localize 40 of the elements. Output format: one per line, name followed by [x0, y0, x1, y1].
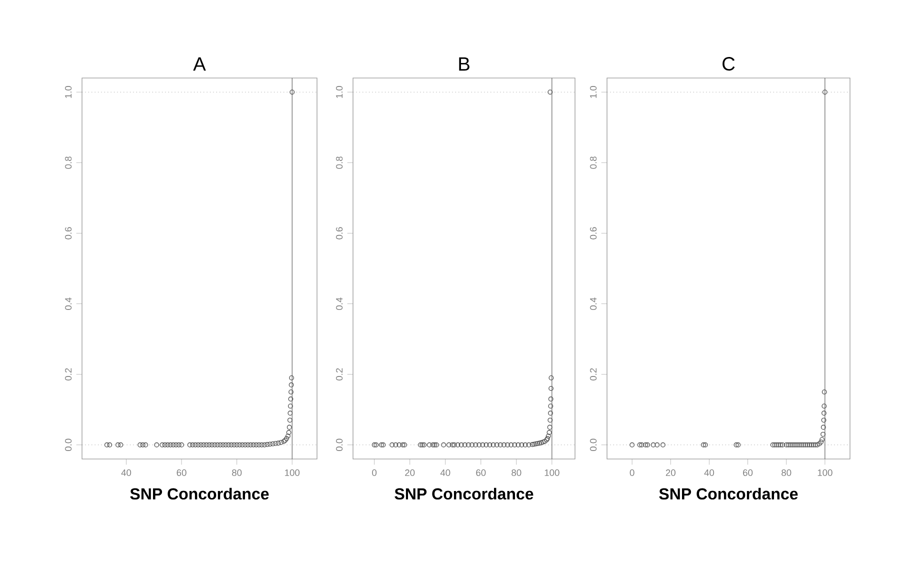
- x-tick-label: 60: [476, 469, 486, 476]
- y-tick-label: 0.8: [336, 156, 343, 169]
- x-tick-label: 60: [176, 469, 186, 476]
- x-tick-label: 80: [232, 469, 242, 476]
- x-tick-label: 0: [372, 469, 377, 476]
- x-axis-title: SNP Concordance: [659, 488, 798, 500]
- y-tick-label: 0.0: [590, 438, 597, 452]
- chart-title: B: [459, 57, 470, 71]
- y-tick-label: 0.6: [590, 227, 597, 240]
- x-tick-label: 100: [818, 469, 832, 476]
- y-tick-label: 0.6: [65, 227, 72, 240]
- x-tick-label: 80: [512, 469, 522, 476]
- y-tick-label: 0.2: [65, 368, 72, 380]
- y-tick-label: 0.2: [336, 368, 343, 380]
- y-tick-label: 0.4: [65, 298, 72, 310]
- y-tick-label: 0.0: [65, 438, 72, 452]
- y-tick-label: 0.6: [336, 227, 343, 240]
- y-tick-label: 1.0: [336, 86, 343, 98]
- y-tick-label: 1.0: [590, 86, 597, 98]
- y-tick-label: 0.4: [590, 298, 597, 310]
- x-tick-label: 0: [630, 469, 634, 476]
- x-tick-label: 80: [782, 469, 792, 476]
- x-tick-label: 20: [405, 469, 415, 476]
- x-tick-label: 20: [666, 469, 676, 476]
- x-tick-label: 60: [743, 469, 753, 476]
- x-axis-title: SNP Concordance: [394, 488, 534, 500]
- x-tick-label: 40: [440, 469, 450, 476]
- y-tick-label: 1.0: [65, 86, 72, 98]
- y-tick-label: 0.8: [65, 156, 72, 169]
- y-tick-label: 0.4: [336, 298, 343, 310]
- x-tick-label: 100: [544, 469, 560, 476]
- x-axis-title: SNP Concordance: [130, 488, 269, 500]
- x-tick-label: 40: [121, 469, 132, 476]
- chart-title: A: [193, 57, 206, 71]
- x-tick-label: 40: [704, 469, 714, 476]
- y-tick-label: 0.8: [590, 156, 597, 169]
- chart-title: C: [722, 57, 735, 71]
- y-tick-label: 0.0: [336, 438, 343, 452]
- x-tick-label: 100: [285, 469, 300, 476]
- y-tick-label: 0.2: [590, 368, 597, 380]
